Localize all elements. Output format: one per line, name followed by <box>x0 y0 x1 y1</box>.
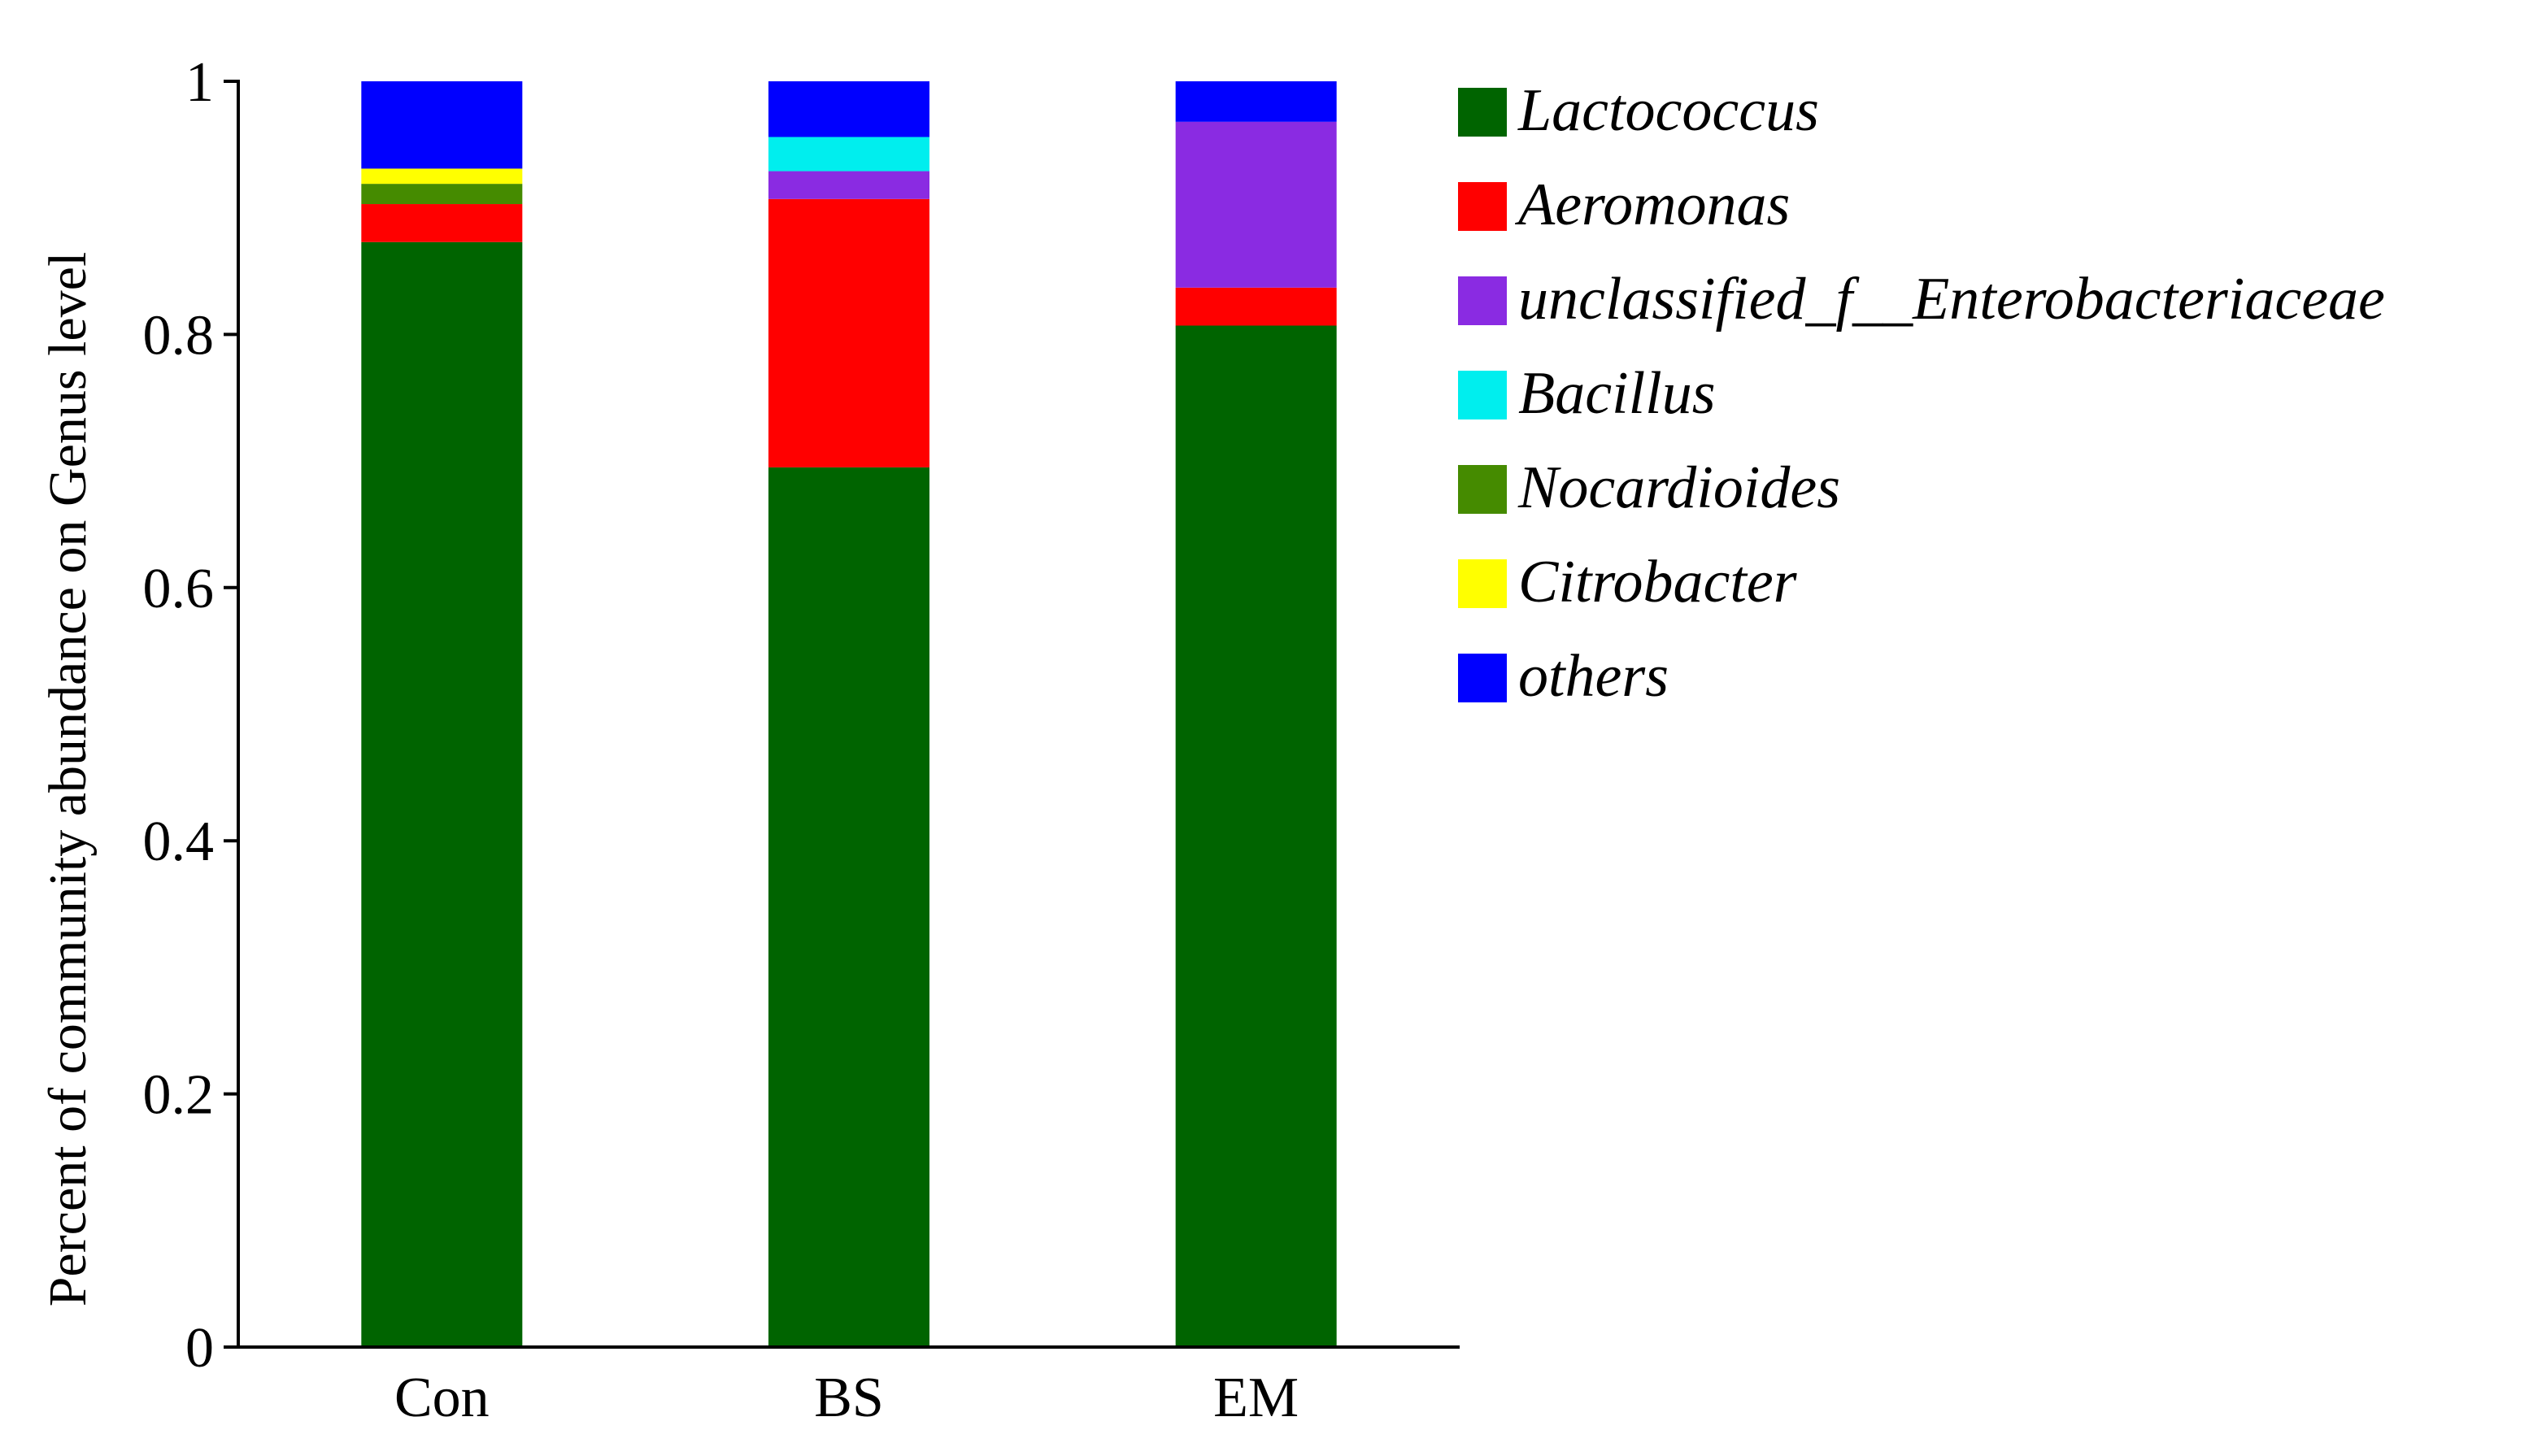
y-axis-title: Percent of community abundance on Genus … <box>38 252 98 1307</box>
legend-item-others: others <box>1458 643 1669 710</box>
bar-segment-em-lactococcus <box>1175 325 1337 1348</box>
legend-swatch <box>1458 371 1507 419</box>
x-label-bs: BS <box>814 1367 884 1429</box>
y-tick-label: 0.6 <box>143 558 215 620</box>
bar-bs <box>768 81 929 1347</box>
bar-segment-con-others <box>361 81 523 169</box>
legend-item-aeromonas: Aeromonas <box>1458 172 1790 238</box>
legend-swatch <box>1458 559 1507 608</box>
bar-segment-em-aeromonas <box>1175 287 1337 326</box>
x-label-con: Con <box>394 1367 490 1429</box>
bar-segment-con-citrobacter <box>361 168 523 185</box>
bar-segment-em-unclassified-f-enterobacteriaceae <box>1175 121 1337 288</box>
x-label-em: EM <box>1213 1367 1299 1429</box>
legend-swatch <box>1458 182 1507 231</box>
legend-item-citrobacter: Citrobacter <box>1458 549 1798 615</box>
bars-layer <box>361 81 1337 1348</box>
bar-con <box>361 81 523 1347</box>
bar-segment-con-aeromonas <box>361 204 523 242</box>
bar-segment-bs-aeromonas <box>768 198 929 467</box>
y-tick-label: 0.2 <box>143 1064 215 1127</box>
legend-label: others <box>1518 643 1669 710</box>
legend: Lactococcus Aeromonas unclassified_f__Ente… <box>1458 77 2385 710</box>
bar-segment-bs-bacillus <box>768 137 929 172</box>
legend-swatch <box>1458 654 1507 702</box>
bar-segment-bs-lactococcus <box>768 467 929 1347</box>
legend-item-unclassified-f-enterobacteriaceae: unclassified_f__Enterobacteriaceae <box>1458 266 2385 332</box>
bar-segment-bs-others <box>768 81 929 137</box>
bar-segment-bs-unclassified-f-enterobacteriaceae <box>768 171 929 199</box>
bar-segment-em-others <box>1175 81 1337 122</box>
y-tick-label: 0.4 <box>143 811 215 873</box>
legend-label: Nocardioides <box>1517 454 1840 521</box>
y-tick-label: 0 <box>185 1317 214 1380</box>
y-tick-label: 0.8 <box>143 304 215 367</box>
legend-label: Lactococcus <box>1517 77 1819 144</box>
legend-label: Aeromonas <box>1514 172 1790 238</box>
legend-swatch <box>1458 88 1507 137</box>
legend-swatch <box>1458 276 1507 325</box>
legend-item-lactococcus: Lactococcus <box>1458 77 1819 144</box>
legend-label: unclassified_f__Enterobacteriaceae <box>1518 266 2385 332</box>
y-ticks: 0 0.2 0.4 0.6 0.8 1 <box>143 51 238 1380</box>
axes-layer <box>237 80 1460 1349</box>
legend-item-bacillus: Bacillus <box>1458 360 1716 427</box>
x-category-labels: Con BS EM <box>394 1367 1299 1429</box>
legend-label: Citrobacter <box>1518 549 1798 615</box>
legend-label: Bacillus <box>1518 360 1716 427</box>
bar-segment-con-nocardioides <box>361 184 523 205</box>
legend-item-nocardioides: Nocardioides <box>1458 454 1840 521</box>
legend-swatch <box>1458 465 1507 514</box>
bar-segment-con-lactococcus <box>361 241 523 1347</box>
y-tick-label: 1 <box>185 51 214 114</box>
bar-em <box>1175 81 1337 1348</box>
